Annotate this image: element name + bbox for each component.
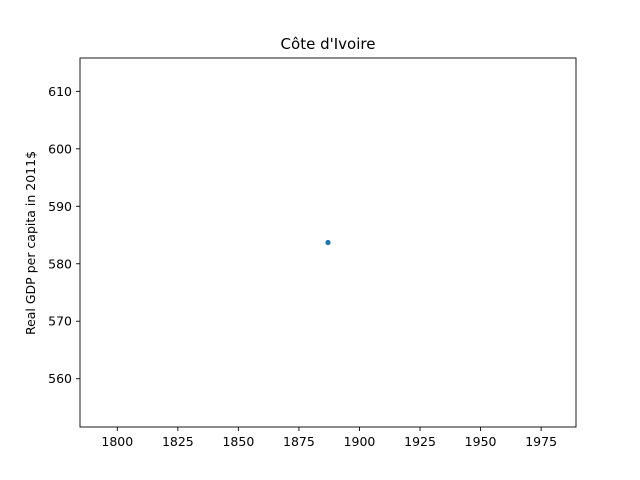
y-axis-label: Real GDP per capita in 2011$ — [23, 151, 38, 335]
x-tick-label: 1975 — [525, 434, 557, 449]
x-tick-label: 1800 — [101, 434, 133, 449]
x-tick-label: 1925 — [404, 434, 436, 449]
chart-title: Côte d'Ivoire — [281, 35, 376, 53]
data-point — [325, 239, 331, 246]
y-tick-label: 570 — [48, 314, 72, 329]
x-tick-label: 1900 — [344, 434, 376, 449]
data-points — [325, 239, 331, 246]
y-tick-label: 580 — [48, 256, 72, 271]
y-tick-label: 590 — [48, 199, 72, 214]
y-tick-label: 600 — [48, 141, 72, 156]
plot-frame — [79, 57, 577, 428]
y-axis-ticks: 560 570 580 590 600 610 — [48, 84, 80, 386]
x-axis-ticks: 1800 1825 1850 1875 1900 1925 1950 1975 — [101, 427, 557, 449]
x-tick-label: 1850 — [222, 434, 254, 449]
x-tick-label: 1875 — [283, 434, 315, 449]
y-tick-label: 610 — [48, 84, 72, 99]
x-tick-label: 1950 — [465, 434, 497, 449]
x-tick-label: 1825 — [162, 434, 194, 449]
y-tick-label: 560 — [48, 371, 72, 386]
